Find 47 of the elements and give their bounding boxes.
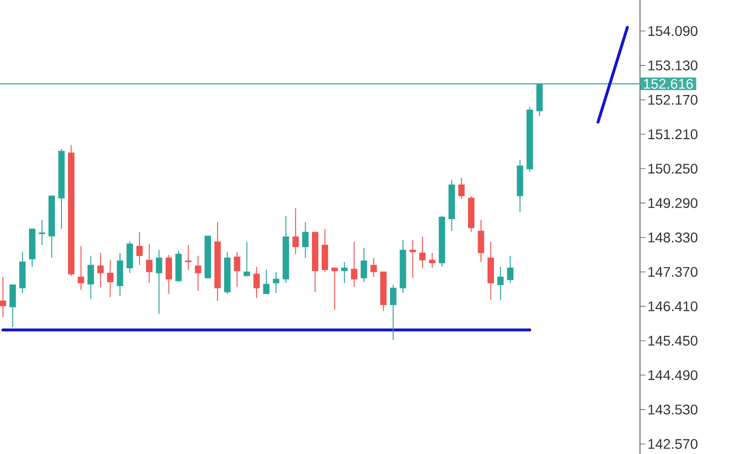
candlestick <box>88 255 94 300</box>
candlestick <box>478 219 484 262</box>
candlestick <box>244 241 250 276</box>
candlestick <box>0 276 6 318</box>
candlestick <box>38 219 46 246</box>
candlestick <box>302 222 309 258</box>
y-tick-label: 148.330 <box>648 232 698 242</box>
candlestick <box>9 284 16 328</box>
candlestick <box>253 266 260 299</box>
candlestick <box>156 250 162 314</box>
candlestick <box>263 269 270 294</box>
y-tick-label: 154.090 <box>648 26 698 36</box>
y-tick-label: 152.170 <box>648 94 698 105</box>
candlestick <box>360 247 368 282</box>
candlestick <box>409 240 416 278</box>
candlestick <box>419 236 426 268</box>
candlestick <box>146 243 152 284</box>
candlestick <box>370 257 377 278</box>
candlestick <box>507 255 514 284</box>
candlestick <box>97 252 104 288</box>
y-tick-label: 149.290 <box>648 198 698 208</box>
candlestick <box>166 254 172 294</box>
candlestick <box>136 232 143 266</box>
ref-line-label: 152.616 <box>644 78 693 89</box>
y-tick-label: 147.370 <box>648 266 698 277</box>
candlestick <box>341 261 348 284</box>
y-tick-label: 151.210 <box>648 129 698 140</box>
y-tick-label: 153.130 <box>648 60 698 70</box>
candlestick <box>429 252 436 268</box>
candlestick <box>234 251 240 288</box>
candlestick <box>390 284 396 340</box>
y-tick-label: 143.530 <box>648 404 698 415</box>
candlestick <box>350 241 358 288</box>
candlestick <box>292 208 299 254</box>
y-tick-label: 146.410 <box>648 301 698 312</box>
candlestick <box>194 255 202 292</box>
y-tick-label: 145.450 <box>648 336 698 346</box>
candlestick <box>78 246 84 290</box>
candlestick <box>458 178 465 200</box>
y-tick-label: 144.490 <box>648 370 698 380</box>
y-tick-label: 150.250 <box>648 164 698 174</box>
candlestick <box>272 271 280 294</box>
candlestick <box>185 244 192 270</box>
candlestick <box>497 266 504 300</box>
candlestick <box>331 267 338 310</box>
candlestick <box>107 260 114 298</box>
y-tick-label: 142.570 <box>648 439 698 449</box>
